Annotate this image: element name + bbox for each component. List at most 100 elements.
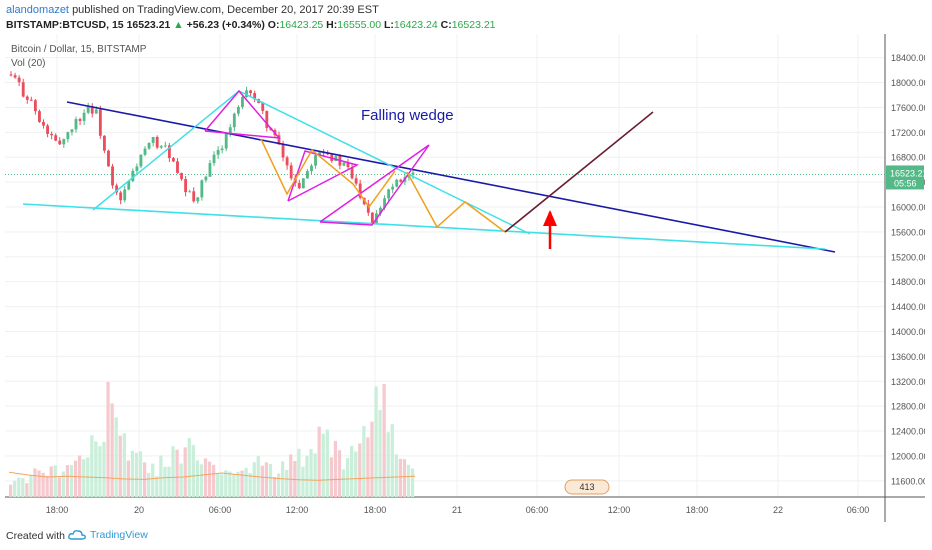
- y-tick-label: 18000.00: [891, 78, 925, 88]
- candle-body: [115, 185, 119, 193]
- orange-projection-2: [406, 171, 506, 233]
- candle-body: [281, 144, 285, 158]
- tradingview-logo[interactable]: TradingView: [68, 529, 148, 541]
- magenta-triangle-1: [204, 89, 281, 139]
- volume-bar: [179, 463, 183, 497]
- candle-body: [159, 146, 163, 148]
- volume-bar: [171, 446, 175, 497]
- candle-body: [232, 113, 236, 128]
- volume-bar: [57, 477, 61, 497]
- candle-body: [86, 106, 90, 113]
- chart-area[interactable]: 18400.00 18000.00 17600.00 17200.00 16800.00…: [5, 34, 925, 522]
- wedge-lower-trendline: [22, 203, 826, 250]
- volume-bar: [252, 462, 256, 497]
- volume-bar: [220, 474, 224, 497]
- x-tick-label: 21: [452, 505, 462, 515]
- x-tick-label: 06:00: [209, 505, 232, 515]
- low-label: L:: [383, 19, 394, 31]
- candle-body: [411, 172, 415, 175]
- y-tick-label: 13600.00: [891, 352, 925, 362]
- volume-bar: [354, 451, 358, 497]
- candle-body: [196, 197, 200, 202]
- symbol-label[interactable]: BITSTAMP:BTCUSD, 15: [6, 19, 124, 31]
- breakout-projection-line: [504, 111, 654, 233]
- candle-body: [228, 127, 232, 134]
- close-label: C:: [440, 19, 452, 31]
- candle-body: [111, 166, 114, 186]
- candle-body: [176, 161, 179, 173]
- volume-bar: [9, 484, 13, 497]
- volume-bar: [130, 450, 135, 497]
- volume-bar: [410, 468, 415, 497]
- x-tick-label: 06:00: [526, 505, 549, 515]
- volume-bar: [151, 463, 155, 497]
- candle-body: [310, 165, 313, 172]
- y-tick-label: 12800.00: [891, 402, 925, 412]
- candle-body: [358, 183, 362, 198]
- y-tick-label: 15600.00: [891, 227, 925, 237]
- candle-body: [163, 145, 167, 147]
- volume-bar: [240, 470, 244, 497]
- candle-body: [318, 152, 322, 156]
- volume-bar: [297, 448, 301, 497]
- volume-bar: [374, 386, 378, 497]
- volume-bar: [175, 449, 179, 497]
- candle-body: [301, 178, 305, 189]
- volume-bar: [232, 474, 236, 497]
- volume-bar: [199, 464, 204, 497]
- ohlc-line: BITSTAMP:BTCUSD, 15 16523.21 ▲ +56.23 (+…: [6, 19, 496, 31]
- volume-bar: [394, 454, 398, 497]
- y-tick-label: 17600.00: [891, 103, 925, 113]
- footer: Created with TradingView: [0, 522, 932, 550]
- candle-body: [212, 154, 216, 164]
- volume-bar: [25, 483, 29, 497]
- candle-body: [366, 204, 370, 213]
- ideas-badge-count: 413: [579, 482, 594, 492]
- candle-body: [94, 109, 98, 114]
- candle-body: [139, 154, 143, 167]
- volume-bar: [65, 465, 70, 497]
- y-tick-label: 12000.00: [891, 451, 925, 461]
- x-tick-label: 18:00: [364, 505, 387, 515]
- volume-bar: [329, 457, 333, 497]
- candle-body: [249, 90, 252, 94]
- volume-bar: [53, 465, 57, 497]
- volume-bar: [378, 409, 382, 497]
- candle-body: [285, 157, 289, 166]
- candle-body: [50, 133, 54, 136]
- price-badge-timer: 05:56: [894, 178, 917, 188]
- candle-body: [383, 198, 386, 208]
- volume-bar: [386, 432, 390, 497]
- candle-body: [253, 93, 257, 100]
- author-link[interactable]: alandomazet: [6, 4, 69, 16]
- y-tick-label: 14400.00: [891, 302, 925, 312]
- volume-bar: [155, 476, 159, 497]
- high-value: 16555.00: [337, 19, 382, 31]
- volume-bar: [317, 426, 321, 497]
- y-tick-label: 16000.00: [891, 203, 925, 213]
- candle-body: [391, 186, 395, 190]
- y-tick-label: 11600.00: [891, 476, 925, 486]
- volume-bar: [163, 466, 167, 497]
- candle-body: [74, 119, 78, 130]
- volume-bar: [325, 429, 329, 497]
- volume-bar: [212, 464, 216, 497]
- volume-bar: [73, 460, 78, 497]
- candle-body: [46, 125, 49, 134]
- candle-body: [167, 145, 171, 159]
- candle-body: [17, 77, 21, 83]
- ideas-badge[interactable]: [564, 479, 610, 495]
- volume-bar: [17, 477, 21, 497]
- y-tick-label: 18400.00: [891, 53, 925, 63]
- publish-text: published on TradingView.com, December 2…: [72, 4, 379, 16]
- volume-bar: [398, 458, 403, 497]
- candle-body: [261, 103, 265, 111]
- candle-body: [354, 178, 358, 184]
- volume-bar: [268, 463, 273, 497]
- volume-bar: [366, 437, 370, 497]
- candle-body: [297, 182, 301, 189]
- volume-bar: [272, 476, 277, 497]
- price-chart[interactable]: 18400.00 18000.00 17600.00 17200.00 16800.00…: [5, 34, 925, 522]
- candle-body: [151, 136, 155, 143]
- candle-body: [200, 180, 204, 198]
